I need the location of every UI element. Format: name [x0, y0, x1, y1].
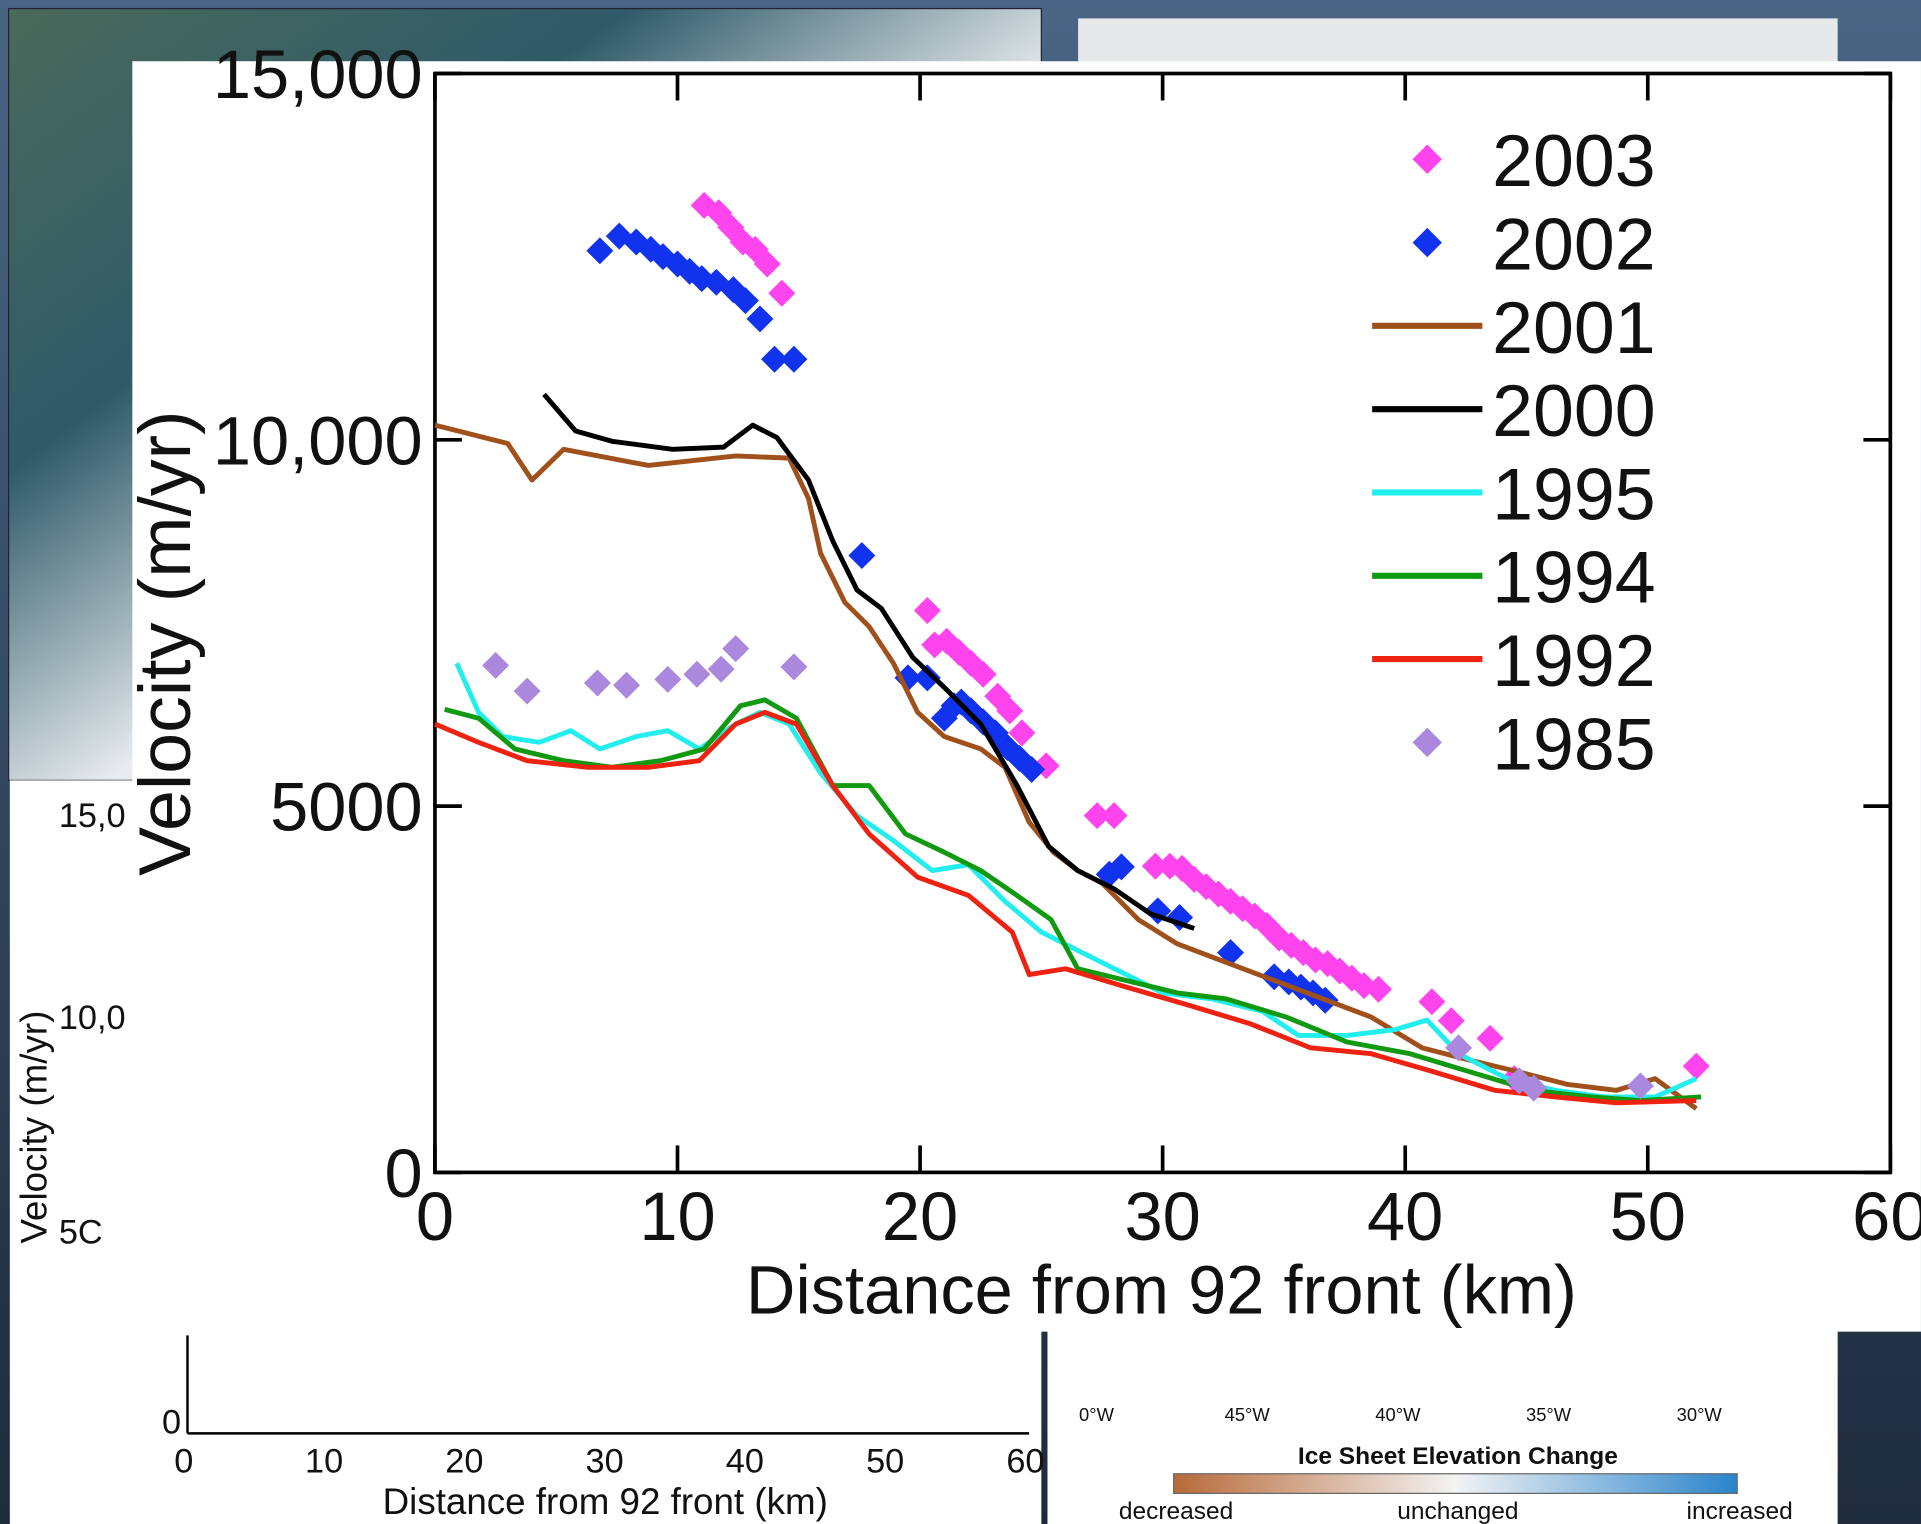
bg-x-tick-label: 20	[445, 1443, 483, 1481]
bg-x-tick-label: 50	[866, 1443, 904, 1481]
longitude-label: 0°W	[1079, 1404, 1115, 1425]
data-point	[605, 222, 633, 250]
bg-x-tick-label: 30	[586, 1443, 624, 1481]
map-panel	[1047, 1329, 1838, 1524]
bg-y-tick-label: 15,0	[59, 797, 126, 835]
data-point	[761, 345, 789, 373]
legend-marker	[1412, 144, 1442, 174]
x-tick-label: 50	[1610, 1178, 1686, 1255]
bg-x-tick-label: 10	[305, 1443, 343, 1481]
x-tick-label: 30	[1124, 1178, 1200, 1255]
data-point	[1365, 975, 1392, 1003]
longitude-label: 45°W	[1225, 1404, 1271, 1425]
color-bar	[1173, 1473, 1738, 1494]
legend-label: 1992	[1492, 619, 1656, 702]
x-tick-label: 10	[639, 1178, 715, 1255]
x-tick-label: 60	[1852, 1178, 1921, 1255]
data-point	[722, 635, 750, 663]
y-tick-label: 10,000	[213, 402, 423, 479]
data-line	[542, 392, 1195, 931]
legend-label: 1985	[1492, 702, 1656, 785]
longitude-label: 35°W	[1526, 1404, 1572, 1425]
map-image-top	[1078, 18, 1838, 68]
bg-y-tick-label: 10,0	[59, 999, 126, 1037]
bg-y-axis-label: Velocity (m/yr)	[14, 1011, 55, 1244]
bg-x-tick-label: 60	[1006, 1443, 1044, 1481]
data-point	[731, 287, 759, 315]
longitude-label: 30°W	[1677, 1404, 1723, 1425]
bg-y-tick-label: 5C	[59, 1213, 103, 1251]
chart-panel	[132, 61, 1921, 1332]
data-point	[586, 237, 614, 265]
bg-x-tick-label: 40	[726, 1443, 764, 1481]
data-point	[768, 279, 796, 307]
longitude-label: 40°W	[1375, 1404, 1421, 1425]
y-tick-label: 0	[385, 1135, 423, 1212]
legend-label: 2002	[1492, 203, 1656, 286]
x-axis-label: Distance from 92 front (km)	[746, 1251, 1577, 1328]
scale-label: unchanged	[1397, 1498, 1518, 1524]
data-line	[444, 697, 1702, 1104]
x-tick-label: 40	[1367, 1178, 1443, 1255]
y-tick-label: 5000	[270, 769, 423, 846]
data-point	[1018, 755, 1046, 783]
data-point	[746, 305, 774, 333]
legend-marker	[1412, 727, 1442, 758]
y-tick-label: 15,000	[213, 36, 423, 113]
scale-label: decreased	[1119, 1498, 1233, 1524]
data-point	[613, 671, 641, 699]
longitude-labels: 0°W 45°W 40°W 35°W 30°W	[1079, 1404, 1722, 1425]
data-point	[482, 651, 510, 679]
data-line	[433, 709, 1697, 1106]
data-point	[683, 660, 711, 688]
legend-label: 2000	[1492, 369, 1656, 452]
data-point	[848, 542, 876, 570]
data-point	[1437, 1007, 1465, 1035]
legend-label: 1995	[1492, 452, 1656, 535]
map-legend-title: Ice Sheet Elevation Change	[1298, 1443, 1618, 1470]
bg-x-axis-label: Distance from 92 front (km)	[383, 1481, 828, 1522]
data-point	[1445, 1034, 1473, 1062]
x-tick-label: 0	[416, 1178, 454, 1255]
legend-label: 2003	[1492, 119, 1656, 202]
data-point	[753, 250, 781, 278]
data-point	[1682, 1052, 1710, 1080]
y-axis-label: Velocity (m/yr)	[123, 410, 206, 876]
data-point	[583, 669, 611, 697]
legend-label: 1994	[1492, 536, 1656, 619]
data-point	[1627, 1072, 1654, 1100]
scale-label: increased	[1687, 1498, 1793, 1524]
data-line	[454, 662, 1698, 1100]
data-point	[1505, 1067, 1533, 1095]
legend-label: 2001	[1492, 286, 1656, 369]
bg-zero-label: 0	[162, 1403, 181, 1441]
bg-x-tick-label: 0	[174, 1443, 193, 1481]
x-tick-label: 20	[882, 1178, 958, 1255]
data-point	[707, 655, 735, 683]
